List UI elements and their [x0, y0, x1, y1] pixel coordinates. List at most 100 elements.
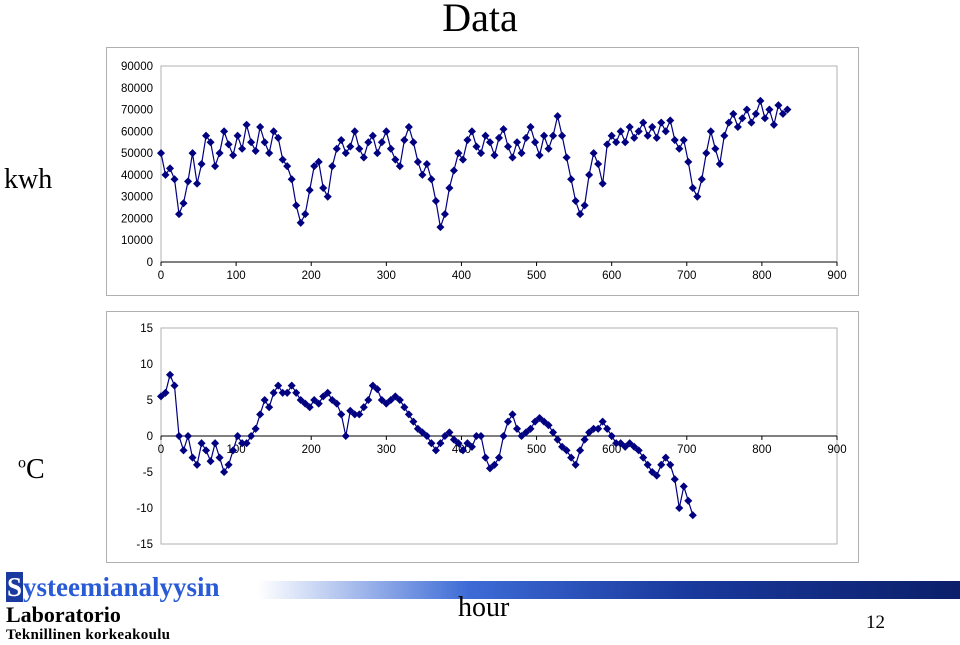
- x-tick-label: 100: [227, 270, 246, 282]
- data-point: [202, 446, 211, 455]
- data-point: [724, 118, 733, 127]
- data-point: [283, 388, 292, 397]
- data-point: [625, 122, 634, 132]
- y-tick-label: 15: [140, 323, 153, 335]
- data-point: [544, 421, 553, 430]
- data-point: [679, 482, 688, 491]
- data-point: [391, 392, 400, 401]
- data-point: [229, 151, 238, 160]
- data-point: [666, 460, 675, 469]
- data-point: [517, 149, 526, 158]
- y-tick-label: 40000: [121, 170, 153, 182]
- logo-line2: Laboratorio: [6, 602, 121, 627]
- data-point: [350, 127, 359, 136]
- x-tick-label: 400: [452, 270, 471, 282]
- kwh-axis-label: kwh: [4, 164, 53, 195]
- data-point: [382, 399, 391, 408]
- data-point: [359, 153, 368, 162]
- data-point: [427, 175, 436, 184]
- data-point: [733, 122, 742, 132]
- page-number: 12: [866, 612, 885, 633]
- data-point: [463, 439, 472, 448]
- data-point: [607, 131, 616, 140]
- data-point: [184, 177, 193, 186]
- data-point: [292, 201, 301, 210]
- data-point: [643, 131, 652, 140]
- data-point: [206, 457, 215, 466]
- data-point: [296, 218, 305, 227]
- data-point: [287, 175, 296, 184]
- data-point: [292, 388, 301, 397]
- data-point: [355, 410, 364, 419]
- data-point: [494, 133, 504, 142]
- y-tick-label: -10: [136, 503, 153, 515]
- data-point: [675, 144, 684, 153]
- data-point: [238, 144, 247, 153]
- data-point: [585, 428, 594, 437]
- data-point: [260, 395, 269, 405]
- data-point: [170, 175, 179, 184]
- logo-rest: ysteemianalyysin: [23, 572, 220, 602]
- data-point: [319, 183, 328, 192]
- data-point: [395, 162, 404, 171]
- data-point: [702, 149, 711, 158]
- data-point: [585, 170, 594, 179]
- data-point: [184, 431, 193, 441]
- data-point: [562, 153, 571, 162]
- data-point: [373, 149, 382, 158]
- data-point: [526, 424, 535, 433]
- data-point: [269, 127, 278, 136]
- data-point: [697, 175, 706, 184]
- data-point: [364, 138, 373, 147]
- data-point: [427, 439, 436, 448]
- data-point: [751, 109, 760, 118]
- data-point: [247, 138, 256, 147]
- data-point: [693, 192, 702, 201]
- data-point: [688, 511, 697, 520]
- data-point: [485, 138, 495, 147]
- data-point: [220, 467, 229, 477]
- temp-axis-label: oC: [18, 454, 45, 486]
- data-point: [179, 446, 188, 455]
- data-point: [436, 223, 445, 232]
- data-point: [179, 199, 188, 208]
- data-point: [206, 138, 215, 147]
- data-point: [287, 381, 296, 390]
- data-point: [260, 138, 269, 147]
- data-point: [607, 431, 616, 441]
- data-point: [711, 144, 720, 153]
- data-point: [476, 149, 485, 158]
- data-point: [490, 460, 499, 469]
- data-point: [161, 388, 170, 397]
- data-point: [778, 109, 787, 118]
- data-point: [499, 431, 508, 441]
- data-point: [373, 385, 382, 394]
- data-point: [625, 439, 634, 448]
- x-tick-label: 900: [827, 270, 846, 282]
- data-point: [616, 439, 625, 448]
- data-point: [742, 105, 751, 114]
- data-point: [197, 439, 206, 448]
- data-point: [679, 136, 688, 145]
- data-point: [431, 446, 440, 455]
- y-tick-label: 0: [147, 257, 153, 269]
- data-point: [413, 424, 422, 433]
- data-point: [688, 183, 697, 192]
- y-tick-label: 10: [140, 359, 153, 371]
- data-point: [256, 122, 265, 132]
- data-point: [404, 122, 413, 132]
- data-point: [553, 112, 562, 121]
- data-point: [612, 138, 621, 147]
- y-tick-label: 60000: [121, 126, 153, 138]
- data-point: [229, 446, 238, 455]
- data-point: [202, 131, 211, 140]
- celsius-c: C: [26, 454, 45, 485]
- data-point: [422, 431, 431, 441]
- logo-first-letter: S: [6, 572, 24, 602]
- data-point: [337, 136, 346, 145]
- data-point: [220, 127, 229, 136]
- data-point: [409, 138, 418, 147]
- y-tick-label: 30000: [121, 192, 153, 204]
- data-point: [639, 453, 648, 462]
- data-point: [562, 446, 571, 455]
